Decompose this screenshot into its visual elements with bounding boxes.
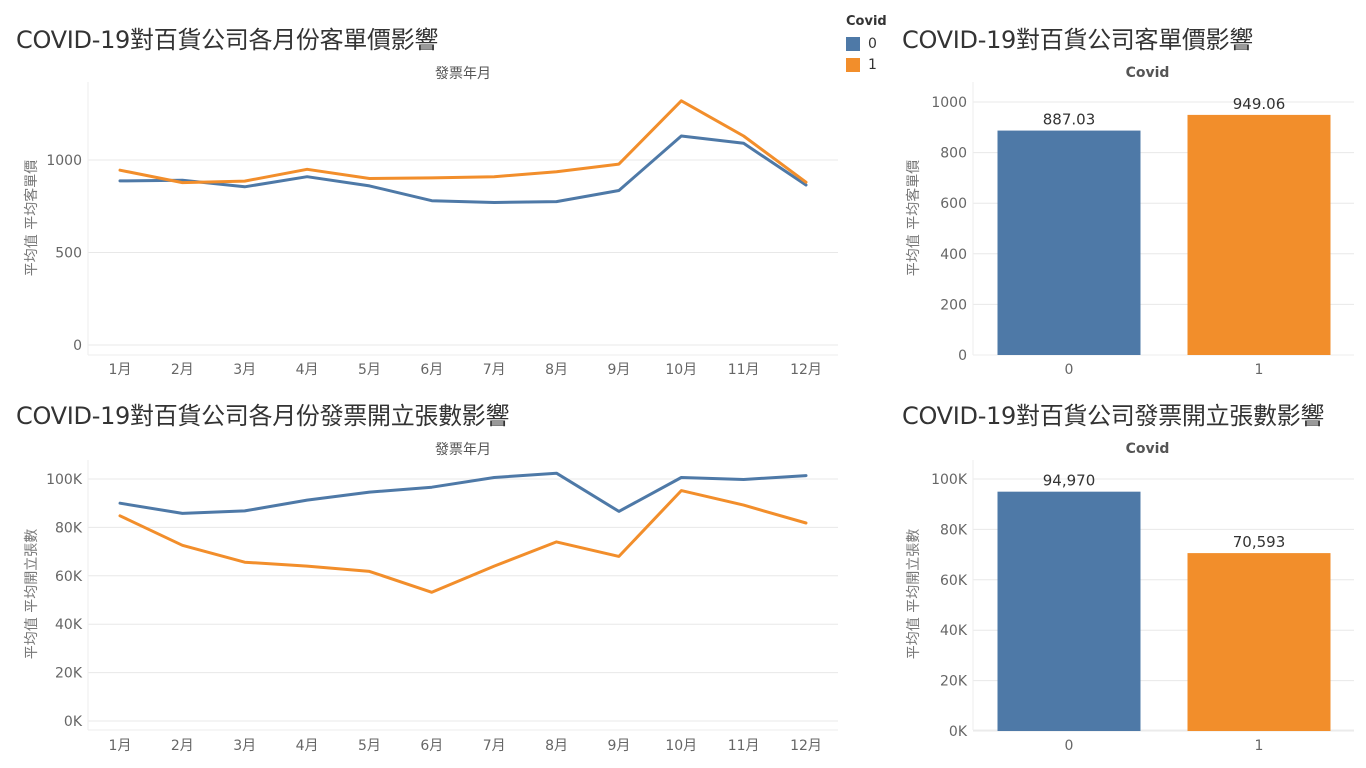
line1-ytick-label: 1000 — [46, 153, 82, 169]
legend-label-0: 0 — [868, 35, 877, 52]
bar1-title: COVID-19對百貨公司客單價影響 — [902, 26, 1254, 54]
line2-xtick-label: 3月 — [233, 738, 256, 754]
line2-xtick-label: 2月 — [171, 738, 194, 754]
line1-ytick-label: 500 — [55, 246, 82, 262]
line1-xlabel: 發票年月 — [435, 66, 491, 82]
line2-ytick-label: 60K — [55, 569, 83, 585]
bar1-xtick-label-1: 1 — [1255, 362, 1264, 378]
line2-xtick-label: 8月 — [545, 738, 568, 754]
line2-xtick-label: 10月 — [665, 738, 697, 754]
bar1-xtick-label-0: 0 — [1065, 362, 1074, 378]
line1-xtick-label: 7月 — [483, 362, 506, 378]
bar1-ytick-label: 600 — [940, 196, 967, 212]
line1-xtick-label: 5月 — [358, 362, 381, 378]
line1-series-0-line — [118, 134, 808, 204]
line1-xtick-label: 1月 — [109, 362, 132, 378]
line1-xtick-label: 12月 — [790, 362, 822, 378]
line2-xtick-label: 11月 — [728, 738, 760, 754]
legend-label-1: 1 — [868, 56, 877, 73]
bar2-ytick-label: 0K — [949, 724, 968, 740]
legend-item-0[interactable]: 0 — [846, 33, 887, 54]
line1-xtick-label: 3月 — [233, 362, 256, 378]
line1-xtick-label: 8月 — [545, 362, 568, 378]
bar1-bar-value-label-0: 887.03 — [1043, 111, 1096, 129]
bar1-ylabel: 平均值 平均客單價 — [905, 160, 922, 276]
line2-xtick-label: 4月 — [296, 738, 319, 754]
bar2-ytick-label: 40K — [940, 623, 968, 639]
line2-xtick-label: 12月 — [790, 738, 822, 754]
bar1-bar-0 — [997, 130, 1141, 355]
line1-xtick-label: 10月 — [665, 362, 697, 378]
bar2-xtick-label-0: 0 — [1065, 738, 1074, 754]
line2-xtick-label: 6月 — [420, 738, 443, 754]
bar2-ylabel: 平均值 平均開立張數 — [906, 529, 922, 659]
line1-series-1-line — [118, 99, 808, 185]
bar2-xtick-label-1: 1 — [1255, 738, 1264, 754]
line1-xtick-label: 2月 — [171, 362, 194, 378]
legend-swatch-1 — [846, 57, 860, 72]
bar1-ytick-label: 200 — [940, 297, 967, 313]
bar1-ytick-label: 800 — [940, 146, 967, 162]
line2-ytick-label: 40K — [55, 617, 83, 633]
line2-xtick-label: 9月 — [607, 738, 630, 754]
bar1-ytick-label: 1000 — [931, 95, 967, 111]
bar2-ytick-label: 80K — [940, 522, 968, 538]
line2-ytick-label: 20K — [55, 666, 83, 682]
line1-xtick-label: 6月 — [420, 362, 443, 378]
bar2-bar-value-label-0: 94,970 — [1043, 472, 1096, 490]
legend-swatch-0 — [846, 36, 860, 51]
line2-xtick-label: 5月 — [358, 738, 381, 754]
legend-title: Covid — [846, 14, 887, 29]
bar1-xlabel: Covid — [1126, 65, 1170, 81]
bar2-xlabel: Covid — [1126, 441, 1170, 457]
bar1-bar-1 — [1187, 114, 1331, 355]
line1-ytick-label: 0 — [73, 338, 82, 354]
bar2-bar-1 — [1187, 553, 1331, 731]
line1-title: COVID-19對百貨公司各月份客單價影響 — [16, 26, 439, 54]
line2-ytick-label: 0K — [64, 714, 83, 730]
bar2-ytick-label: 100K — [931, 472, 968, 488]
line2-ytick-label: 80K — [55, 520, 83, 536]
line1-xtick-label: 9月 — [607, 362, 630, 378]
bar2-ytick-label: 60K — [940, 573, 968, 589]
bar1-ytick-label: 0 — [958, 348, 967, 364]
legend-item-1[interactable]: 1 — [846, 54, 887, 75]
line2-xlabel: 發票年月 — [435, 442, 491, 458]
bar2-ytick-label: 20K — [940, 674, 968, 690]
line2-xtick-label: 7月 — [483, 738, 506, 754]
line2-series-1-line — [118, 489, 808, 594]
bar2-bar-value-label-1: 70,593 — [1233, 533, 1286, 551]
bar1-ytick-label: 400 — [940, 247, 967, 263]
legend[interactable]: Covid 0 1 — [846, 14, 887, 75]
line1-xtick-label: 4月 — [296, 362, 319, 378]
bar1-bar-value-label-1: 949.06 — [1233, 95, 1286, 113]
line2-title: COVID-19對百貨公司各月份發票開立張數影響 — [16, 402, 510, 430]
line2-series-0-line — [118, 471, 808, 515]
line2-ylabel: 平均值 平均開立張數 — [24, 529, 40, 659]
line2-ytick-label: 100K — [46, 472, 83, 488]
bar2-bar-0 — [997, 491, 1141, 731]
line2-xtick-label: 1月 — [109, 738, 132, 754]
bar2-title: COVID-19對百貨公司發票開立張數影響 — [902, 402, 1325, 430]
line1-xtick-label: 11月 — [728, 362, 760, 378]
line1-ylabel: 平均值 平均客單價 — [23, 160, 40, 276]
